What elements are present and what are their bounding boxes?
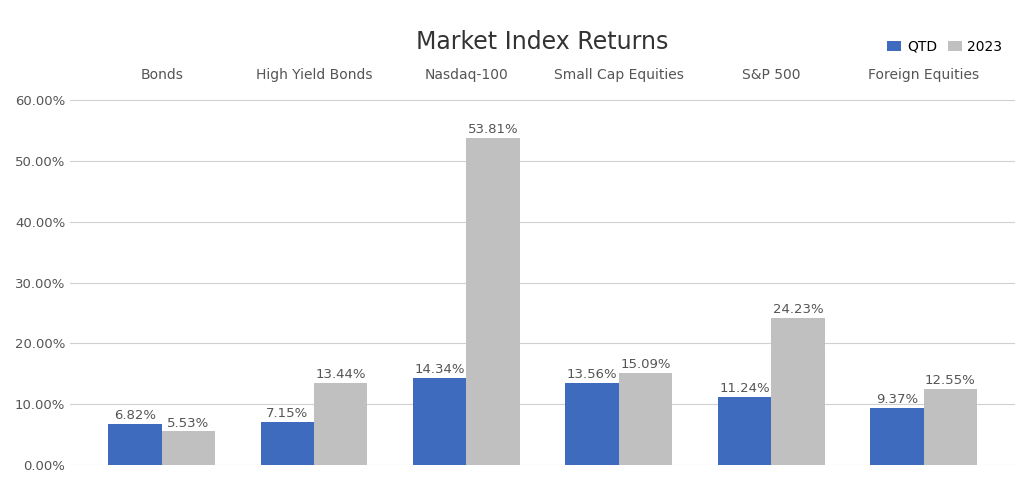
- Text: 11.24%: 11.24%: [719, 382, 769, 395]
- Text: 13.44%: 13.44%: [315, 368, 366, 382]
- Bar: [870, 408, 924, 465]
- Text: Small Cap Equities: Small Cap Equities: [554, 68, 684, 82]
- Text: 15.09%: 15.09%: [620, 358, 671, 371]
- Bar: [565, 383, 619, 465]
- Bar: [314, 383, 368, 465]
- Text: 12.55%: 12.55%: [925, 374, 975, 387]
- Bar: [413, 378, 467, 465]
- Text: Nasdaq-100: Nasdaq-100: [424, 68, 508, 82]
- Text: S&P 500: S&P 500: [742, 68, 800, 82]
- Bar: [718, 397, 771, 465]
- Bar: [162, 431, 215, 465]
- Text: Bonds: Bonds: [140, 68, 183, 82]
- Text: 13.56%: 13.56%: [566, 367, 617, 381]
- Text: 7.15%: 7.15%: [266, 407, 309, 420]
- Text: High Yield Bonds: High Yield Bonds: [255, 68, 372, 82]
- Text: 14.34%: 14.34%: [414, 363, 465, 376]
- Legend: QTD, 2023: QTD, 2023: [882, 35, 1008, 60]
- Bar: [108, 424, 162, 465]
- Bar: [467, 138, 520, 465]
- Text: 9.37%: 9.37%: [876, 393, 918, 406]
- Bar: [771, 318, 825, 465]
- Bar: [261, 422, 314, 465]
- Title: Market Index Returns: Market Index Returns: [416, 30, 668, 54]
- Bar: [619, 373, 673, 465]
- Text: 6.82%: 6.82%: [114, 408, 156, 422]
- Text: 53.81%: 53.81%: [468, 123, 518, 136]
- Bar: [924, 388, 976, 465]
- Text: 24.23%: 24.23%: [772, 303, 823, 316]
- Text: Foreign Equities: Foreign Equities: [868, 68, 980, 82]
- Text: 5.53%: 5.53%: [167, 417, 209, 429]
